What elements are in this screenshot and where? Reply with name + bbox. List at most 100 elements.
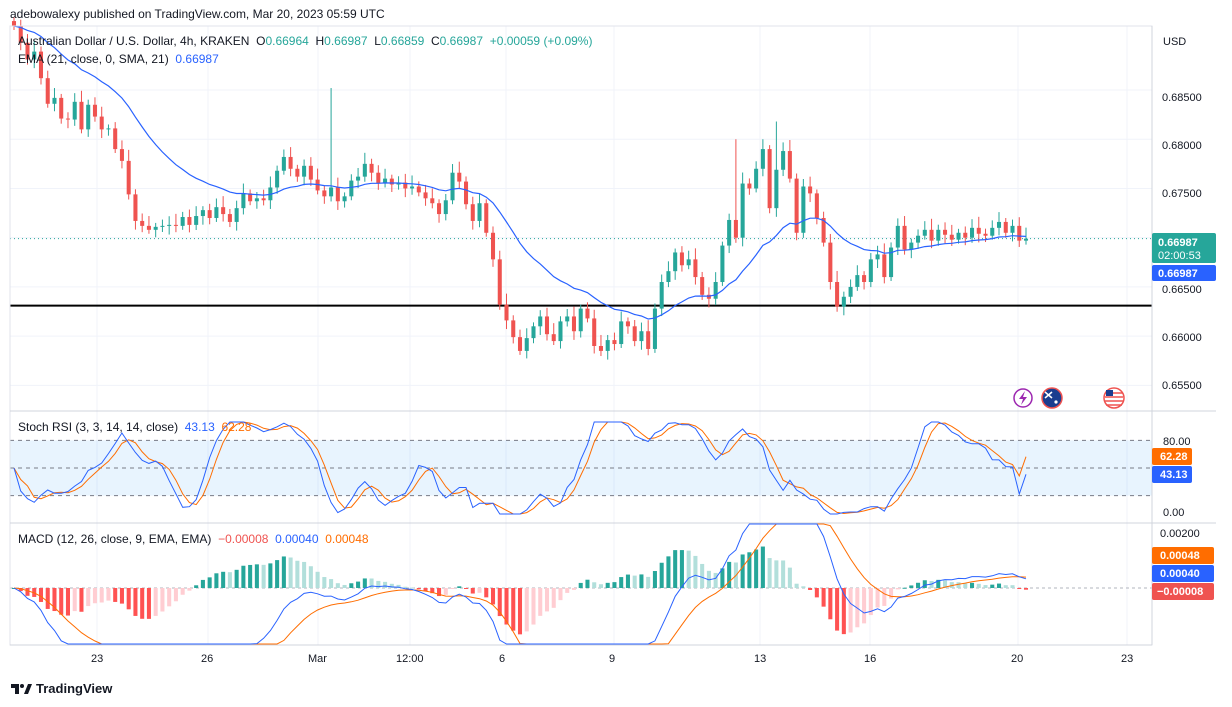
macd-histogram-bar — [605, 582, 610, 588]
price-pane[interactable] — [10, 17, 1152, 360]
macd-histogram-bar — [302, 561, 307, 588]
macd-signal-box — [1152, 547, 1214, 564]
macd-histogram-bar — [65, 588, 70, 616]
candle-body — [389, 178, 394, 185]
macd-histogram-bar — [835, 588, 840, 631]
candle-body — [214, 207, 219, 218]
candle-body — [234, 208, 239, 222]
candle-body — [774, 169, 779, 209]
lightning-icon[interactable] — [1013, 388, 1033, 408]
candle-body — [423, 192, 428, 199]
ema-legend[interactable]: EMA (21, close, 0, SMA, 21) 0.66987 — [18, 52, 219, 66]
macd-histogram-bar — [639, 574, 644, 588]
candle-body — [1017, 225, 1022, 241]
candle-body — [140, 220, 145, 226]
candle-body — [302, 165, 307, 177]
candle-body — [1003, 221, 1008, 233]
macd-histogram-bar — [841, 588, 846, 635]
candle-body — [173, 224, 178, 226]
candle-body — [470, 204, 475, 221]
macd-histogram-bar — [956, 582, 961, 588]
macd-histogram-bar — [592, 582, 597, 588]
candle-body — [126, 160, 131, 195]
candle-body — [410, 186, 415, 189]
macd-histogram-bar — [389, 583, 394, 588]
macd-histogram-bar — [477, 588, 482, 593]
candle-body — [281, 156, 286, 171]
candle-body — [322, 190, 327, 197]
candle-body — [79, 101, 84, 130]
macd-histogram-bar — [625, 574, 630, 588]
change-value: +0.00059 (+0.09%) — [489, 34, 593, 48]
candle-body — [160, 225, 165, 227]
macd-histogram-bar — [241, 565, 246, 588]
candle-body — [740, 183, 745, 238]
macd-hist-value: −0.00008 — [218, 532, 269, 546]
stoch-tick: 80.00 — [1163, 436, 1191, 448]
macd-signal-value: 0.00048 — [325, 532, 369, 546]
candle-body — [551, 334, 556, 342]
time-tick: 13 — [754, 653, 766, 665]
candle-body — [578, 308, 583, 332]
stoch-rsi-pane[interactable] — [10, 421, 1152, 515]
tradingview-footer[interactable]: TradingView — [10, 681, 112, 696]
macd-pane[interactable] — [10, 523, 1152, 645]
candle-body — [659, 282, 664, 309]
candle-body — [598, 346, 603, 351]
macd-histogram-bar — [92, 588, 97, 604]
stoch-k-box — [1152, 466, 1192, 483]
candle-body — [437, 203, 442, 215]
australia-flag-icon[interactable] — [1041, 387, 1063, 409]
candle-body — [511, 320, 516, 338]
macd-histogram-bar — [153, 588, 158, 616]
candle-body — [679, 252, 684, 266]
macd-histogram-bar — [801, 586, 806, 588]
macd-histogram-bar — [484, 588, 489, 598]
stoch-legend[interactable]: Stoch RSI (3, 3, 14, 14, close) 43.13 62… — [18, 420, 251, 434]
time-tick: 23 — [1121, 653, 1133, 665]
macd-histogram-bar — [571, 588, 576, 590]
macd-hist-box — [1152, 583, 1214, 600]
stoch-d-value: 62.28 — [221, 420, 252, 434]
macd-histogram-bar — [632, 575, 637, 588]
macd-histogram-bar — [443, 588, 448, 595]
price-legend[interactable]: Australian Dollar / U.S. Dollar, 4h, KRA… — [18, 34, 592, 48]
candle-body — [996, 221, 1002, 228]
candle-body — [153, 226, 158, 230]
us-flag-icon[interactable] — [1103, 387, 1125, 409]
macd-tick: 0.00200 — [1160, 528, 1200, 540]
candle-body — [801, 186, 806, 233]
candle-body — [592, 318, 597, 346]
macd-histogram-bar — [504, 588, 509, 625]
candle-body — [288, 156, 293, 169]
candle-body — [32, 51, 37, 60]
macd-histogram-bar — [875, 588, 880, 608]
candle-body — [814, 193, 819, 218]
macd-signal-label: 0.00048 — [1160, 550, 1200, 562]
macd-histogram-bar — [538, 588, 543, 616]
candle-body — [376, 172, 381, 184]
candle-body — [342, 196, 347, 202]
candle-body — [92, 104, 97, 117]
footer-brand: TradingView — [36, 681, 113, 696]
macd-label: MACD (12, 26, close, 9, EMA, EMA) — [18, 532, 212, 546]
candle-body — [65, 118, 70, 120]
candle-body — [625, 321, 630, 327]
macd-histogram-bar — [248, 564, 253, 588]
macd-histogram-bar — [747, 552, 752, 588]
time-tick: 12:00 — [396, 653, 424, 665]
price-tick: 0.66500 — [1162, 284, 1202, 296]
macd-histogram-bar — [612, 582, 617, 588]
candle-body — [862, 275, 867, 282]
candle-body — [38, 51, 44, 79]
candle-body — [855, 275, 860, 287]
macd-histogram-bar — [450, 588, 455, 589]
candle-body — [976, 227, 981, 234]
symbol-label: Australian Dollar / U.S. Dollar, 4h, KRA… — [18, 34, 250, 48]
macd-legend[interactable]: MACD (12, 26, close, 9, EMA, EMA) −0.000… — [18, 532, 369, 546]
candle-body — [767, 149, 772, 209]
ema-value: 0.66987 — [175, 52, 219, 66]
candle-body — [59, 97, 64, 119]
macd-histogram-bar — [531, 588, 536, 625]
